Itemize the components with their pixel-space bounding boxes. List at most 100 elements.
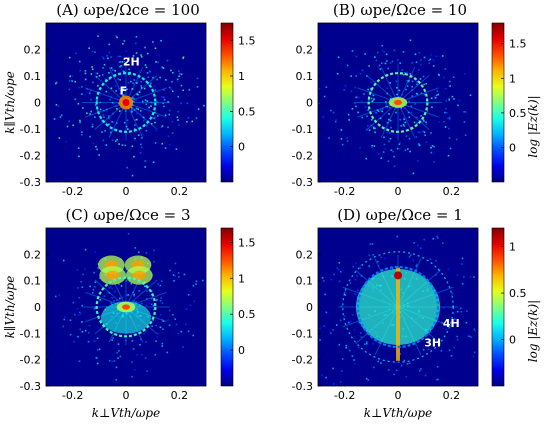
speckle <box>454 318 456 321</box>
speckle <box>377 110 380 112</box>
speckle <box>381 108 384 110</box>
speckle <box>345 344 348 347</box>
colorbar <box>491 22 505 183</box>
speckle <box>195 283 197 285</box>
speckle <box>148 70 151 72</box>
speckle <box>91 66 93 68</box>
speckle <box>55 81 58 84</box>
panel-title: (D) ωpe/Ωce = 1 <box>337 206 463 224</box>
speckle <box>74 313 76 316</box>
speckle <box>72 301 75 304</box>
speckle <box>401 69 404 71</box>
speckle <box>328 137 330 139</box>
speckle <box>433 161 435 163</box>
x-tick-label: 0 <box>123 185 130 198</box>
speckle <box>108 123 110 125</box>
speckle <box>411 80 414 83</box>
speckle <box>397 59 399 61</box>
speckle <box>106 54 108 57</box>
speckle <box>449 147 452 150</box>
speckle <box>81 93 83 95</box>
speckle <box>58 137 61 139</box>
speckle <box>412 172 415 175</box>
speckle <box>128 280 131 283</box>
speckle <box>147 76 150 79</box>
speckle <box>415 136 418 138</box>
x-axis-label: k⊥Vth/ωpe <box>92 406 160 420</box>
speckle <box>139 152 142 154</box>
y-tick-label: 0.1 <box>24 275 42 288</box>
speckle <box>110 67 113 69</box>
core <box>394 99 402 106</box>
speckle <box>345 346 348 349</box>
speckle <box>415 61 418 64</box>
speckle <box>346 140 349 142</box>
speckle <box>81 286 84 289</box>
speckle <box>69 75 71 78</box>
speckle <box>124 144 127 147</box>
streak <box>125 87 167 103</box>
speckle <box>384 257 386 260</box>
harmonic-ring <box>95 276 157 338</box>
speckle <box>453 346 455 349</box>
speckle <box>406 71 408 74</box>
speckle <box>357 111 359 114</box>
speckle <box>163 97 165 99</box>
speckle <box>201 279 204 282</box>
speckle <box>130 107 133 109</box>
speckle <box>376 109 379 111</box>
speckle <box>459 307 462 310</box>
x-tick-label: 0.2 <box>443 389 461 402</box>
speckle <box>93 308 96 310</box>
speckle <box>206 314 208 316</box>
speckle <box>386 105 389 108</box>
speckle <box>419 78 422 80</box>
speckle <box>447 117 449 119</box>
speckle <box>150 123 153 125</box>
speckle <box>399 118 402 121</box>
speckle <box>430 151 433 154</box>
speckle <box>178 276 180 278</box>
speckle <box>133 98 135 100</box>
speckle <box>96 357 98 359</box>
speckle <box>365 341 368 343</box>
speckle <box>96 72 99 75</box>
colorbar <box>491 227 505 387</box>
speckle <box>166 59 169 62</box>
speckle <box>89 90 92 92</box>
speckle <box>167 135 170 137</box>
speckle <box>356 96 359 98</box>
speckle <box>119 93 122 95</box>
speckle <box>119 297 121 300</box>
column <box>396 267 400 361</box>
speckle <box>422 130 424 133</box>
speckle <box>405 135 408 137</box>
speckle <box>299 301 301 303</box>
y-tick-label: -0.3 <box>292 176 313 189</box>
speckle <box>380 256 382 259</box>
streak <box>85 102 127 118</box>
speckle <box>389 98 392 100</box>
speckle <box>407 148 409 150</box>
speckle <box>171 80 173 83</box>
speckle <box>340 138 343 140</box>
speckle <box>176 78 179 81</box>
speckle <box>107 116 110 119</box>
colorbar-tick-label: 0.5 <box>509 287 527 300</box>
speckle <box>78 360 81 363</box>
speckle <box>95 104 97 106</box>
speckle <box>456 310 459 313</box>
speckle <box>416 81 418 83</box>
speckle <box>461 263 463 265</box>
speckle <box>157 54 160 57</box>
heatmap-field <box>53 35 205 177</box>
speckle <box>366 115 368 118</box>
speckle <box>119 355 122 358</box>
streak <box>397 102 430 130</box>
speckle <box>370 89 373 92</box>
speckle <box>154 121 156 124</box>
speckle <box>160 297 162 299</box>
speckle <box>133 127 136 130</box>
speckle <box>108 114 110 117</box>
speckle <box>94 281 97 283</box>
